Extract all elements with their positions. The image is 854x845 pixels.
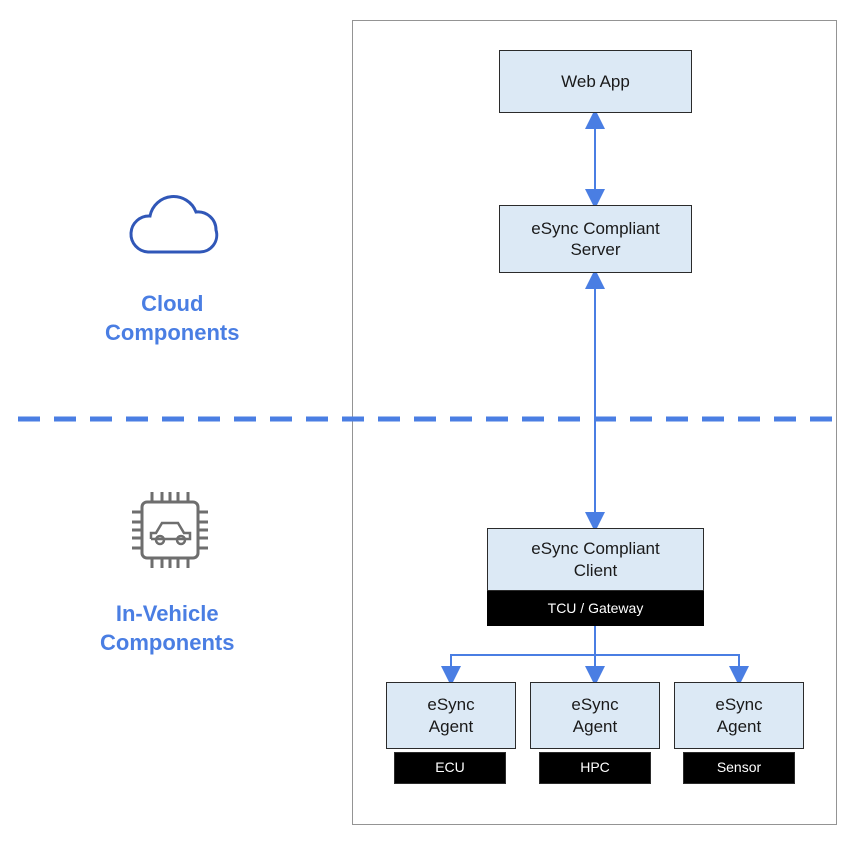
diagram-canvas: CloudComponents In-VehicleComponents Web… bbox=[0, 0, 854, 845]
cloud-icon bbox=[131, 197, 217, 252]
sub-hpc: HPC bbox=[539, 752, 651, 784]
node-tcu-gateway: TCU / Gateway bbox=[487, 591, 704, 626]
sub-sensor: Sensor bbox=[683, 752, 795, 784]
chip-icon bbox=[132, 492, 208, 568]
sub-ecu: ECU bbox=[394, 752, 506, 784]
cloud-section-label: CloudComponents bbox=[105, 290, 239, 347]
node-agent-sensor: eSyncAgent bbox=[674, 682, 804, 749]
node-agent-ecu: eSyncAgent bbox=[386, 682, 516, 749]
vehicle-section-label: In-VehicleComponents bbox=[100, 600, 234, 657]
node-web-app: Web App bbox=[499, 50, 692, 113]
node-esync-server: eSync CompliantServer bbox=[499, 205, 692, 273]
node-esync-client: eSync CompliantClient bbox=[487, 528, 704, 591]
node-agent-hpc: eSyncAgent bbox=[530, 682, 660, 749]
